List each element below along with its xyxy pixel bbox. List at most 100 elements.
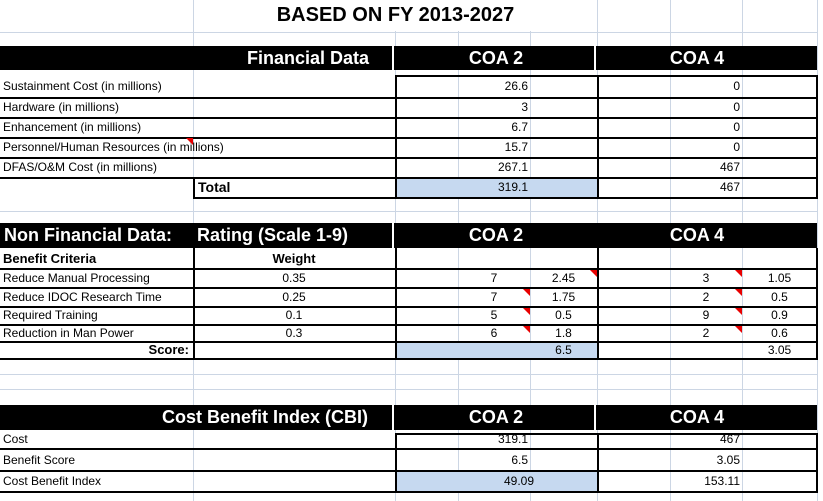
coa4-rating-cell[interactable]: 2 xyxy=(702,326,710,340)
non-financial-section-title: Non Financial Data: xyxy=(4,225,173,245)
cbi-header-bar[interactable] xyxy=(0,405,817,430)
coa4-value-cell[interactable]: 153.11 xyxy=(704,474,740,488)
border-line xyxy=(395,433,397,493)
coa2-value-cell[interactable]: 6.5 xyxy=(511,453,528,467)
row-label[interactable]: Reduce Manual Processing xyxy=(3,271,150,285)
border-line xyxy=(597,248,599,360)
comment-indicator-icon xyxy=(735,326,742,333)
non-financial-coa2-header: COA 2 xyxy=(468,225,524,245)
border-line xyxy=(0,268,817,270)
total-coa2-cell[interactable]: 319.1 xyxy=(497,180,528,194)
grid-line xyxy=(530,0,531,501)
border-line xyxy=(816,248,818,360)
border-line xyxy=(0,117,817,119)
header-cell-divider xyxy=(392,405,394,430)
header-cell-divider xyxy=(392,223,394,248)
row-label[interactable]: Sustainment Cost (in millions) xyxy=(3,79,162,93)
row-label[interactable]: DFAS/O&M Cost (in millions) xyxy=(3,160,158,174)
row-label[interactable]: Reduce IDOC Research Time xyxy=(3,290,162,304)
non-financial-header-bar[interactable] xyxy=(0,223,817,248)
border-line xyxy=(193,177,195,199)
row-label[interactable]: Personnel/Human Resources (in millions) xyxy=(3,140,224,154)
border-line xyxy=(0,306,817,308)
coa4-weighted-cell[interactable]: 0.9 xyxy=(771,308,788,322)
coa2-weighted-cell[interactable]: 2.45 xyxy=(551,271,576,285)
total-coa4-cell[interactable]: 467 xyxy=(719,180,740,194)
sheet-title-cell[interactable]: BASED ON FY 2013-2027 xyxy=(194,0,597,31)
weight-header[interactable]: Weight xyxy=(272,251,316,266)
coa4-rating-cell[interactable]: 9 xyxy=(702,308,710,322)
benefit-criteria-header[interactable]: Benefit Criteria xyxy=(3,251,97,266)
financial-coa2-header: COA 2 xyxy=(468,48,524,68)
coa2-value-cell[interactable]: 6.7 xyxy=(511,120,528,134)
coa2-value-cell[interactable]: 3 xyxy=(521,100,528,114)
border-line xyxy=(0,324,817,326)
comment-indicator-icon xyxy=(186,138,193,145)
coa4-value-cell[interactable]: 467 xyxy=(719,160,740,174)
border-line xyxy=(395,75,397,199)
score-label[interactable]: Score: xyxy=(148,342,189,357)
coa2-rating-cell[interactable]: 7 xyxy=(490,271,498,285)
grid-line xyxy=(670,0,671,501)
coa2-value-cell[interactable]: 49.09 xyxy=(503,474,534,488)
coa4-weighted-cell[interactable]: 0.5 xyxy=(771,290,788,304)
comment-indicator-icon xyxy=(735,289,742,296)
coa4-weighted-cell[interactable]: 0.6 xyxy=(771,326,788,340)
score-coa2-highlight[interactable] xyxy=(397,343,597,358)
coa2-weighted-cell[interactable]: 1.75 xyxy=(551,290,576,304)
border-line xyxy=(0,137,817,139)
coa4-value-cell[interactable]: 0 xyxy=(733,79,740,93)
border-line xyxy=(0,177,817,179)
non-financial-coa4-header: COA 4 xyxy=(669,225,725,245)
coa4-value-cell[interactable]: 0 xyxy=(733,140,740,154)
coa2-weighted-cell[interactable]: 0.5 xyxy=(555,308,572,322)
cbi-section-title: Cost Benefit Index (CBI) xyxy=(161,407,368,427)
coa2-value-cell[interactable]: 26.6 xyxy=(504,79,528,93)
comment-indicator-icon xyxy=(523,308,530,315)
weight-cell[interactable]: 0.1 xyxy=(285,308,303,322)
coa4-value-cell[interactable]: 0 xyxy=(733,120,740,134)
coa2-rating-cell[interactable]: 5 xyxy=(490,308,498,322)
coa4-value-cell[interactable]: 467 xyxy=(719,432,740,446)
weight-cell[interactable]: 0.3 xyxy=(285,326,303,340)
border-line xyxy=(193,197,817,199)
cbi-coa2-header: COA 2 xyxy=(468,407,524,427)
financial-header-bar[interactable] xyxy=(0,46,817,70)
coa2-rating-cell[interactable]: 7 xyxy=(490,290,498,304)
header-cell-divider xyxy=(392,46,394,70)
score-coa2-cell[interactable]: 6.5 xyxy=(555,343,572,357)
coa2-value-cell[interactable]: 319.1 xyxy=(497,432,528,446)
coa2-weighted-cell[interactable]: 1.8 xyxy=(555,326,572,340)
coa4-value-cell[interactable]: 3.05 xyxy=(716,453,740,467)
total-label[interactable]: Total xyxy=(198,179,231,195)
financial-section-title: Financial Data xyxy=(246,48,370,68)
score-coa4-cell[interactable]: 3.05 xyxy=(767,343,792,357)
financial-total-coa2-highlight[interactable] xyxy=(397,179,597,197)
coa4-rating-cell[interactable]: 2 xyxy=(702,290,710,304)
grid-line xyxy=(0,374,817,375)
border-line xyxy=(0,287,817,289)
coa4-value-cell[interactable]: 0 xyxy=(733,100,740,114)
coa2-rating-cell[interactable]: 6 xyxy=(490,326,498,340)
row-label[interactable]: Hardware (in millions) xyxy=(3,100,120,114)
row-label[interactable]: Enhancement (in millions) xyxy=(3,120,142,134)
comment-indicator-icon xyxy=(735,308,742,315)
row-label[interactable]: Benefit Score xyxy=(3,453,76,467)
row-label[interactable]: Cost Benefit Index xyxy=(3,474,102,488)
border-line xyxy=(0,341,817,343)
grid-line xyxy=(0,211,817,212)
coa4-rating-cell[interactable]: 3 xyxy=(702,271,710,285)
row-label[interactable]: Required Training xyxy=(3,308,98,322)
financial-coa4-header: COA 4 xyxy=(669,48,725,68)
weight-cell[interactable]: 0.35 xyxy=(282,271,306,285)
weight-cell[interactable]: 0.25 xyxy=(282,290,306,304)
coa2-value-cell[interactable]: 15.7 xyxy=(504,140,528,154)
row-label[interactable]: Cost xyxy=(3,432,28,446)
grid-line xyxy=(742,0,743,501)
row-label[interactable]: Reduction in Man Power xyxy=(3,326,134,340)
coa4-weighted-cell[interactable]: 1.05 xyxy=(767,271,792,285)
coa2-value-cell[interactable]: 267.1 xyxy=(497,160,528,174)
header-cell-divider xyxy=(594,405,596,430)
cbi-coa2-highlight[interactable] xyxy=(397,472,597,491)
